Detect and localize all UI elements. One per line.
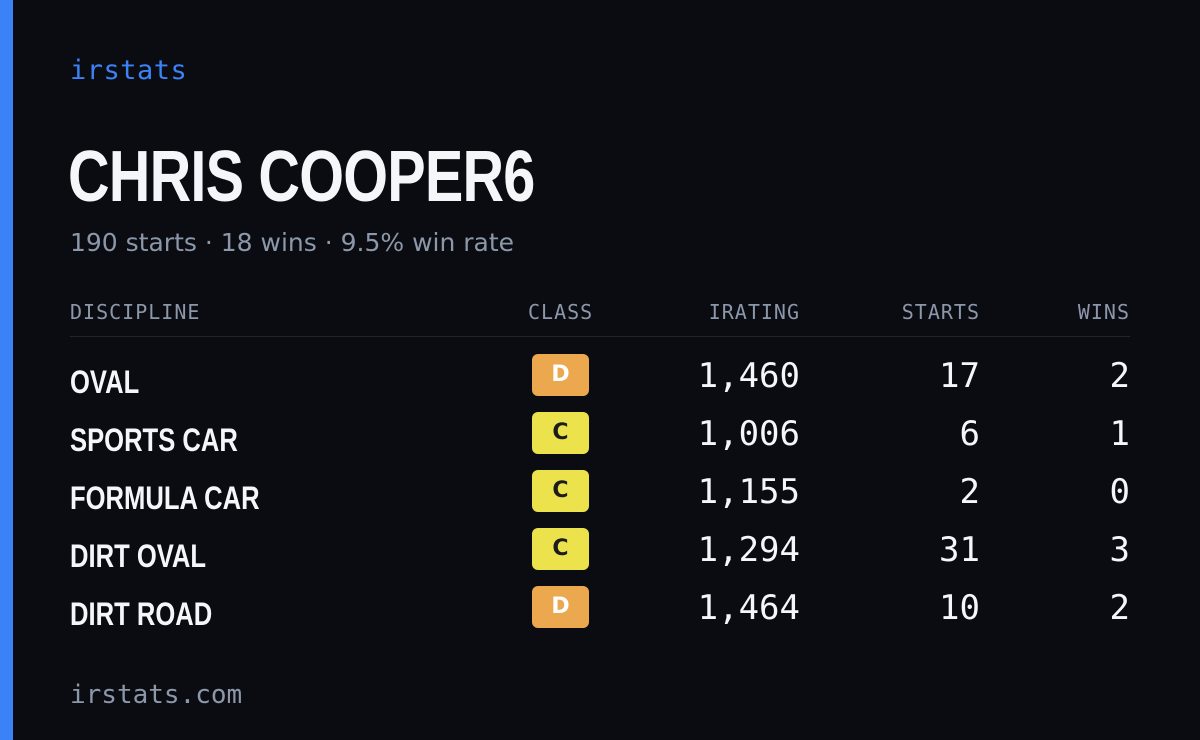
discipline-table: OVAL D 1,460 17 2 SPORTS CAR C 1,006 6 1… xyxy=(70,350,1130,640)
irating-value: 1,464 xyxy=(697,588,800,628)
discipline-name: OVAL xyxy=(70,364,140,400)
table-row: FORMULA CAR C 1,155 2 0 xyxy=(70,466,1130,524)
brand-logo: irstats xyxy=(70,55,188,86)
discipline-name: SPORTS CAR xyxy=(70,422,238,458)
wins-value: 2 xyxy=(1109,588,1130,628)
class-badge: D xyxy=(532,586,589,628)
irating-value: 1,006 xyxy=(697,414,800,454)
header-class: CLASS xyxy=(528,300,594,324)
irating-value: 1,155 xyxy=(697,472,800,512)
irating-value: 1,460 xyxy=(697,356,800,396)
header-irating: IRATING xyxy=(708,300,800,324)
header-wins: WINS xyxy=(1077,300,1130,324)
header-starts: STARTS xyxy=(901,300,980,324)
wins-value: 1 xyxy=(1109,414,1130,454)
wins-value: 2 xyxy=(1109,356,1130,396)
starts-value: 17 xyxy=(939,356,980,396)
irating-value: 1,294 xyxy=(697,530,800,570)
table-row: DIRT ROAD D 1,464 10 2 xyxy=(70,582,1130,640)
starts-value: 31 xyxy=(939,530,980,570)
table-row: DIRT OVAL C 1,294 31 3 xyxy=(70,524,1130,582)
table-row: OVAL D 1,460 17 2 xyxy=(70,350,1130,408)
starts-value: 2 xyxy=(959,472,980,512)
wins-value: 0 xyxy=(1109,472,1130,512)
header-discipline: DISCIPLINE xyxy=(70,300,201,324)
class-badge: C xyxy=(532,412,589,454)
stats-summary: 190 starts · 18 wins · 9.5% win rate xyxy=(70,228,515,257)
footer-url: irstats.com xyxy=(70,680,243,710)
class-badge: D xyxy=(532,354,589,396)
accent-bar xyxy=(0,0,13,740)
driver-name: CHRIS COOPER6 xyxy=(68,137,535,217)
discipline-name: DIRT ROAD xyxy=(70,596,213,632)
discipline-name: FORMULA CAR xyxy=(70,480,260,516)
class-badge: C xyxy=(532,470,589,512)
class-badge: C xyxy=(532,528,589,570)
starts-value: 10 xyxy=(939,588,980,628)
discipline-name: DIRT OVAL xyxy=(70,538,207,574)
table-header: DISCIPLINE CLASS IRATING STARTS WINS xyxy=(70,300,1130,337)
starts-value: 6 xyxy=(959,414,980,454)
wins-value: 3 xyxy=(1109,530,1130,570)
table-row: SPORTS CAR C 1,006 6 1 xyxy=(70,408,1130,466)
